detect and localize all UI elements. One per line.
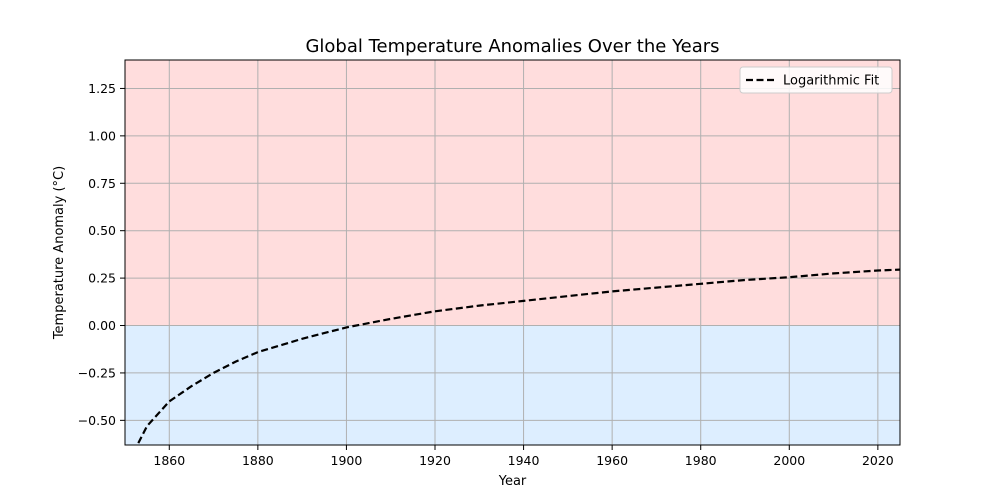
legend: Logarithmic Fit [739, 66, 893, 94]
y-tick-label-5: 0.75 [88, 176, 116, 191]
x-tick-label-5: 1960 [596, 453, 628, 468]
y-tick-label-4: 0.50 [88, 223, 116, 238]
y-axis-label: Temperature Anomaly (°C) [52, 166, 67, 340]
series-line-0 [137, 268, 900, 444]
y-tick-label-6: 1.00 [88, 128, 116, 143]
x-tick-label-1: 1880 [242, 453, 274, 468]
x-tick-label-7: 2000 [773, 453, 805, 468]
chart-title: Global Temperature Anomalies Over the Ye… [305, 36, 719, 57]
y-tick-label-1: −0.25 [78, 365, 116, 380]
shaded-region-1 [125, 325, 900, 445]
x-tick-label-6: 1980 [685, 453, 717, 468]
x-axis-label: Year [498, 474, 527, 489]
x-tick-label-8: 2020 [862, 453, 894, 468]
y-tick-label-7: 1.25 [88, 81, 116, 96]
x-tick-label-0: 1860 [153, 453, 185, 468]
shaded-regions [125, 60, 900, 445]
legend-box [739, 66, 893, 94]
x-tick-label-2: 1900 [331, 453, 363, 468]
y-tick-label-3: 0.25 [88, 271, 116, 286]
shaded-region-0 [125, 60, 900, 326]
series-layer [137, 268, 900, 444]
plot-frame [124, 59, 901, 446]
y-tick-label-0: −0.50 [78, 413, 116, 428]
x-tick-label-3: 1920 [419, 453, 451, 468]
y-axis: −0.50 −0.25 0.00 0.25 0.50 0.75 1.00 1.25 [78, 81, 125, 428]
x-tick-label-4: 1940 [508, 453, 540, 468]
legend-label-0: Logarithmic Fit [783, 74, 879, 89]
y-tick-label-2: 0.00 [88, 318, 116, 333]
x-axis: 1860 1880 1900 1920 1940 1960 1980 2000 2020 [153, 445, 894, 468]
